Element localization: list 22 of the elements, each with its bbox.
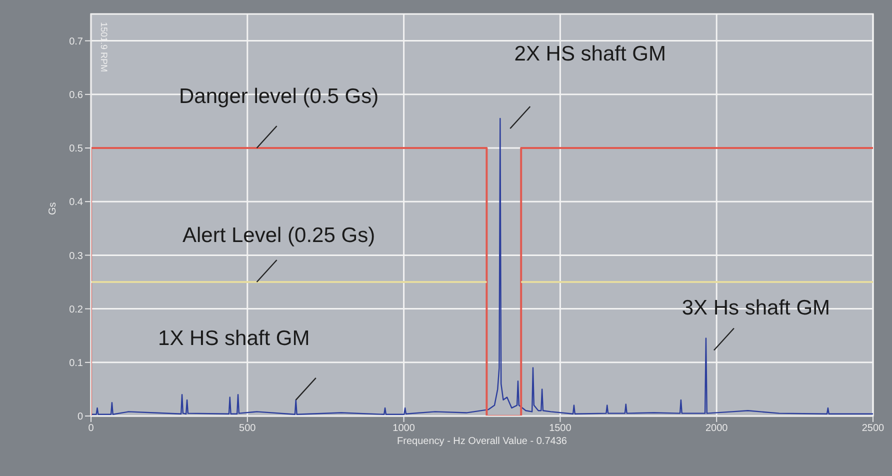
- y-tick-label: 0.3: [69, 250, 84, 262]
- annotation: Danger level (0.5 Gs): [178, 85, 379, 108]
- x-tick-label: 2500: [862, 423, 885, 434]
- x-tick-label: 1000: [392, 423, 416, 434]
- y-tick-label: 0.4: [69, 197, 84, 208]
- y-tick-label: 0: [77, 412, 84, 423]
- y-tick-label: 0.5: [69, 144, 84, 155]
- x-axis-title: Frequency - Hz Overall Value - 0.7436: [397, 436, 568, 447]
- annotation: Alert Level (0.25 Gs): [182, 224, 376, 247]
- y-tick-label: 0.2: [69, 304, 84, 316]
- annotation: 3X Hs shaft GM: [682, 296, 830, 320]
- x-tick-label: 2000: [705, 423, 728, 434]
- y-tick-label: 0.7: [69, 36, 84, 48]
- annotation: 2X HS shaft GM: [514, 42, 666, 66]
- x-tick-label: 500: [239, 423, 256, 434]
- x-tick-label: 0: [88, 423, 94, 434]
- annotation: 1X HS shaft GM: [158, 326, 310, 350]
- x-tick-label: 1500: [549, 423, 572, 434]
- y-tick-label: 0.6: [69, 90, 84, 101]
- annotation: 1501.9 RPM: [99, 22, 109, 72]
- y-tick-label: 0.1: [69, 358, 84, 369]
- y-axis-title: Gs: [48, 202, 59, 215]
